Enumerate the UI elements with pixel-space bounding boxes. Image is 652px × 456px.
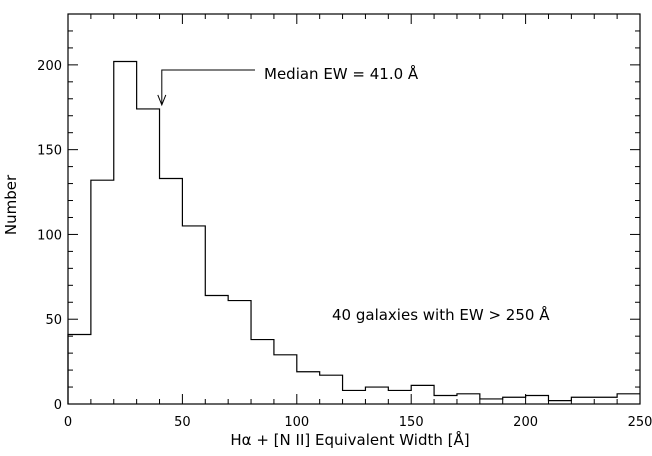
x-tick-label: 200 (513, 415, 538, 430)
tick-labels: 0 50 100 150 200 250 0 50 100 150 200 (37, 59, 652, 430)
y-tick-label: 0 (54, 398, 62, 413)
y-tick-label: 100 (37, 228, 62, 243)
y-tick-label: 150 (37, 144, 62, 159)
tick-marks (67, 13, 641, 405)
x-tick-label: 250 (628, 415, 652, 430)
x-tick-label: 150 (399, 415, 424, 430)
x-axis-label: Hα + [N II] Equivalent Width [Å] (230, 430, 469, 449)
x-tick-label: 0 (64, 415, 72, 430)
median-annotation-text: Median EW = 41.0 Å (264, 64, 419, 83)
histogram-step-line (67, 60, 640, 404)
x-tick-label: 100 (284, 415, 309, 430)
y-axis-label: Number (2, 174, 20, 235)
median-annotation: Median EW = 41.0 Å (157, 64, 419, 107)
median-arrow (157, 69, 255, 107)
y-tick-label: 200 (37, 59, 62, 74)
overflow-count-annotation: 40 galaxies with EW > 250 Å (332, 305, 550, 324)
x-tick-label: 50 (174, 415, 191, 430)
y-tick-label: 50 (45, 313, 62, 328)
plot-frame (67, 13, 641, 405)
